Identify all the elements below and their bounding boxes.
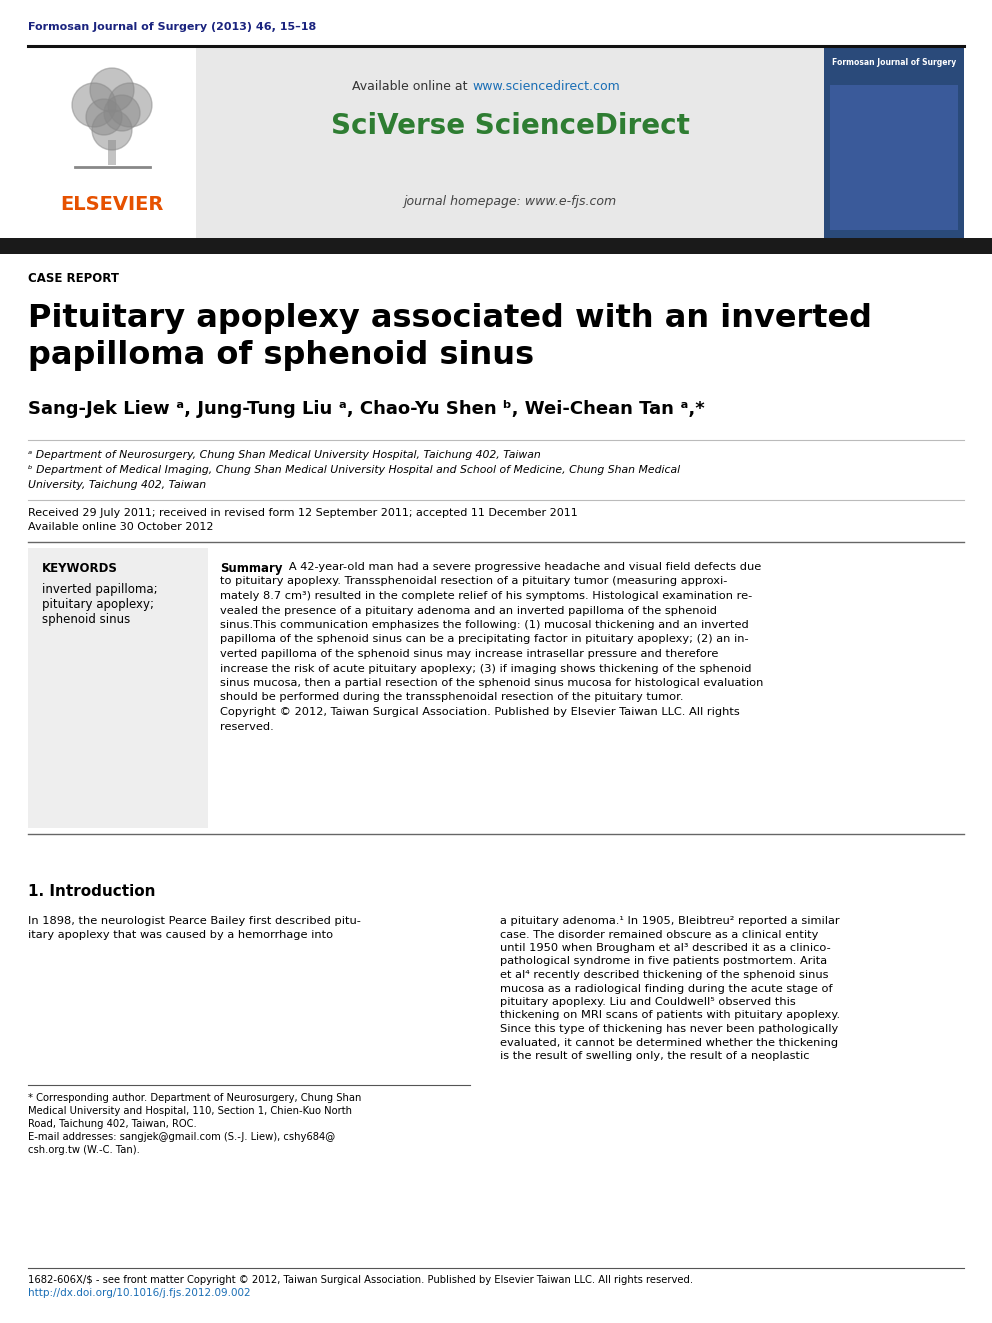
FancyBboxPatch shape [196,48,824,238]
Text: Since this type of thickening has never been pathologically: Since this type of thickening has never … [500,1024,838,1035]
Text: a pituitary adenoma.¹ In 1905, Bleibtreu² reported a similar: a pituitary adenoma.¹ In 1905, Bleibtreu… [500,916,839,926]
FancyBboxPatch shape [824,48,964,238]
Circle shape [108,83,152,127]
Text: verted papilloma of the sphenoid sinus may increase intrasellar pressure and the: verted papilloma of the sphenoid sinus m… [220,650,718,659]
Text: KEYWORDS: KEYWORDS [42,562,118,576]
Text: In 1898, the neurologist Pearce Bailey first described pitu-: In 1898, the neurologist Pearce Bailey f… [28,916,361,926]
Text: ᵃ Department of Neurosurgery, Chung Shan Medical University Hospital, Taichung 4: ᵃ Department of Neurosurgery, Chung Shan… [28,450,541,460]
Text: journal homepage: www.e-fjs.com: journal homepage: www.e-fjs.com [404,194,617,208]
Text: papilloma of sphenoid sinus: papilloma of sphenoid sinus [28,340,534,370]
Text: mucosa as a radiological finding during the acute stage of: mucosa as a radiological finding during … [500,983,832,994]
Text: pituitary apoplexy;: pituitary apoplexy; [42,598,154,611]
FancyBboxPatch shape [108,140,116,165]
Text: A 42-year-old man had a severe progressive headache and visual field defects due: A 42-year-old man had a severe progressi… [278,562,761,572]
Text: CASE REPORT: CASE REPORT [28,273,119,284]
Text: www.sciencedirect.com: www.sciencedirect.com [472,79,620,93]
Text: until 1950 when Brougham et al³ described it as a clinico-: until 1950 when Brougham et al³ describe… [500,943,830,953]
Text: vealed the presence of a pituitary adenoma and an inverted papilloma of the sphe: vealed the presence of a pituitary adeno… [220,606,717,615]
Text: should be performed during the transsphenoidal resection of the pituitary tumor.: should be performed during the transsphe… [220,692,683,703]
FancyBboxPatch shape [830,85,958,230]
Text: is the result of swelling only, the result of a neoplastic: is the result of swelling only, the resu… [500,1050,809,1061]
Text: evaluated, it cannot be determined whether the thickening: evaluated, it cannot be determined wheth… [500,1037,838,1048]
Text: pituitary apoplexy. Liu and Couldwell⁵ observed this: pituitary apoplexy. Liu and Couldwell⁵ o… [500,998,796,1007]
Text: ᵇ Department of Medical Imaging, Chung Shan Medical University Hospital and Scho: ᵇ Department of Medical Imaging, Chung S… [28,464,681,475]
Text: Formosan Journal of Surgery (2013) 46, 15–18: Formosan Journal of Surgery (2013) 46, 1… [28,22,316,32]
FancyBboxPatch shape [0,238,992,254]
Circle shape [90,67,134,112]
Text: Road, Taichung 402, Taiwan, ROC.: Road, Taichung 402, Taiwan, ROC. [28,1119,196,1129]
Text: papilloma of the sphenoid sinus can be a precipitating factor in pituitary apopl: papilloma of the sphenoid sinus can be a… [220,635,749,644]
Text: 1. Introduction: 1. Introduction [28,884,156,900]
Text: Pituitary apoplexy associated with an inverted: Pituitary apoplexy associated with an in… [28,303,872,333]
Text: sinus.This communication emphasizes the following: (1) mucosal thickening and an: sinus.This communication emphasizes the … [220,620,749,630]
Circle shape [104,95,140,131]
Text: Formosan Journal of Surgery: Formosan Journal of Surgery [832,58,956,67]
Text: to pituitary apoplexy. Transsphenoidal resection of a pituitary tumor (measuring: to pituitary apoplexy. Transsphenoidal r… [220,577,727,586]
Text: et al⁴ recently described thickening of the sphenoid sinus: et al⁴ recently described thickening of … [500,970,828,980]
Text: thickening on MRI scans of patients with pituitary apoplexy.: thickening on MRI scans of patients with… [500,1011,840,1020]
Text: SciVerse ScienceDirect: SciVerse ScienceDirect [330,112,689,140]
Text: E-mail addresses: sangjek@gmail.com (S.-J. Liew), cshy684@: E-mail addresses: sangjek@gmail.com (S.-… [28,1132,335,1142]
Text: Sang-Jek Liew ᵃ, Jung-Tung Liu ᵃ, Chao-Yu Shen ᵇ, Wei-Chean Tan ᵃ,*: Sang-Jek Liew ᵃ, Jung-Tung Liu ᵃ, Chao-Y… [28,400,704,418]
Text: 1682-606X/$ - see front matter Copyright © 2012, Taiwan Surgical Association. Pu: 1682-606X/$ - see front matter Copyright… [28,1275,693,1285]
Text: increase the risk of acute pituitary apoplexy; (3) if imaging shows thickening o: increase the risk of acute pituitary apo… [220,664,752,673]
Text: pathological syndrome in five patients postmortem. Arita: pathological syndrome in five patients p… [500,957,827,967]
Text: sphenoid sinus: sphenoid sinus [42,613,130,626]
Text: mately 8.7 cm³) resulted in the complete relief of his symptoms. Histological ex: mately 8.7 cm³) resulted in the complete… [220,591,752,601]
FancyBboxPatch shape [28,48,196,238]
Text: Copyright © 2012, Taiwan Surgical Association. Published by Elsevier Taiwan LLC.: Copyright © 2012, Taiwan Surgical Associ… [220,706,740,717]
Text: Summary: Summary [220,562,283,576]
Text: Received 29 July 2011; received in revised form 12 September 2011; accepted 11 D: Received 29 July 2011; received in revis… [28,508,577,519]
Text: reserved.: reserved. [220,721,274,732]
Text: University, Taichung 402, Taiwan: University, Taichung 402, Taiwan [28,480,206,490]
Circle shape [86,99,122,135]
Text: inverted papilloma;: inverted papilloma; [42,583,158,595]
Circle shape [72,83,116,127]
Text: ELSEVIER: ELSEVIER [61,194,164,214]
Text: csh.org.tw (W.-C. Tan).: csh.org.tw (W.-C. Tan). [28,1144,140,1155]
Text: http://dx.doi.org/10.1016/j.fjs.2012.09.002: http://dx.doi.org/10.1016/j.fjs.2012.09.… [28,1289,251,1298]
Text: Medical University and Hospital, 110, Section 1, Chien-Kuo North: Medical University and Hospital, 110, Se… [28,1106,352,1117]
Circle shape [92,110,132,149]
Text: itary apoplexy that was caused by a hemorrhage into: itary apoplexy that was caused by a hemo… [28,930,333,939]
Text: * Corresponding author. Department of Neurosurgery, Chung Shan: * Corresponding author. Department of Ne… [28,1093,361,1103]
FancyBboxPatch shape [28,548,208,828]
Text: sinus mucosa, then a partial resection of the sphenoid sinus mucosa for histolog: sinus mucosa, then a partial resection o… [220,677,764,688]
Text: Available online at: Available online at [352,79,472,93]
Text: Available online 30 October 2012: Available online 30 October 2012 [28,523,213,532]
Text: case. The disorder remained obscure as a clinical entity: case. The disorder remained obscure as a… [500,930,818,939]
